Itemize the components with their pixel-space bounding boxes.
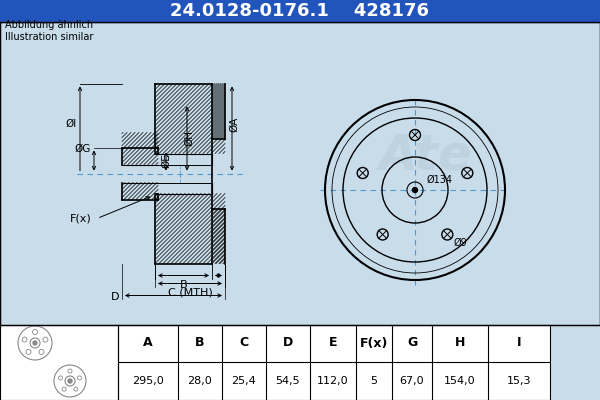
Text: Abbildung ähnlich: Abbildung ähnlich — [5, 20, 93, 30]
Text: 54,5: 54,5 — [275, 376, 301, 386]
Text: Illustration similar: Illustration similar — [5, 32, 94, 42]
Text: G: G — [407, 336, 417, 350]
Text: 295,0: 295,0 — [132, 376, 164, 386]
Text: H: H — [455, 336, 465, 350]
Text: D: D — [110, 292, 119, 302]
Text: 5: 5 — [371, 376, 377, 386]
Text: C (MTH): C (MTH) — [167, 288, 212, 298]
Circle shape — [33, 341, 37, 345]
Text: 28,0: 28,0 — [188, 376, 212, 386]
Text: I: I — [517, 336, 521, 350]
Bar — [0, 325, 118, 400]
Text: Ø134: Ø134 — [427, 175, 453, 185]
Text: B: B — [195, 336, 205, 350]
Text: ØH: ØH — [184, 130, 194, 146]
Bar — [0, 22, 600, 325]
Text: ØE: ØE — [161, 153, 171, 168]
Text: A: A — [143, 336, 153, 350]
Text: 154,0: 154,0 — [444, 376, 476, 386]
Text: Ø9: Ø9 — [454, 238, 467, 248]
Text: ØG: ØG — [74, 144, 91, 154]
Bar — [118, 325, 550, 400]
Text: Ate: Ate — [378, 131, 472, 179]
Text: E: E — [329, 336, 337, 350]
Text: ØI: ØI — [66, 119, 77, 129]
Text: 24.0128-0176.1    428176: 24.0128-0176.1 428176 — [170, 2, 430, 20]
Text: ØA: ØA — [229, 116, 239, 132]
Circle shape — [413, 188, 418, 192]
Text: F(x): F(x) — [360, 336, 388, 350]
Bar — [0, 22, 600, 325]
Text: F(x): F(x) — [70, 214, 92, 224]
Text: C: C — [239, 336, 248, 350]
Circle shape — [68, 379, 72, 383]
Text: 112,0: 112,0 — [317, 376, 349, 386]
Text: D: D — [283, 336, 293, 350]
Text: 25,4: 25,4 — [232, 376, 256, 386]
Text: 15,3: 15,3 — [507, 376, 531, 386]
Bar — [0, 0, 600, 22]
Text: 67,0: 67,0 — [400, 376, 424, 386]
Text: B: B — [179, 280, 187, 290]
